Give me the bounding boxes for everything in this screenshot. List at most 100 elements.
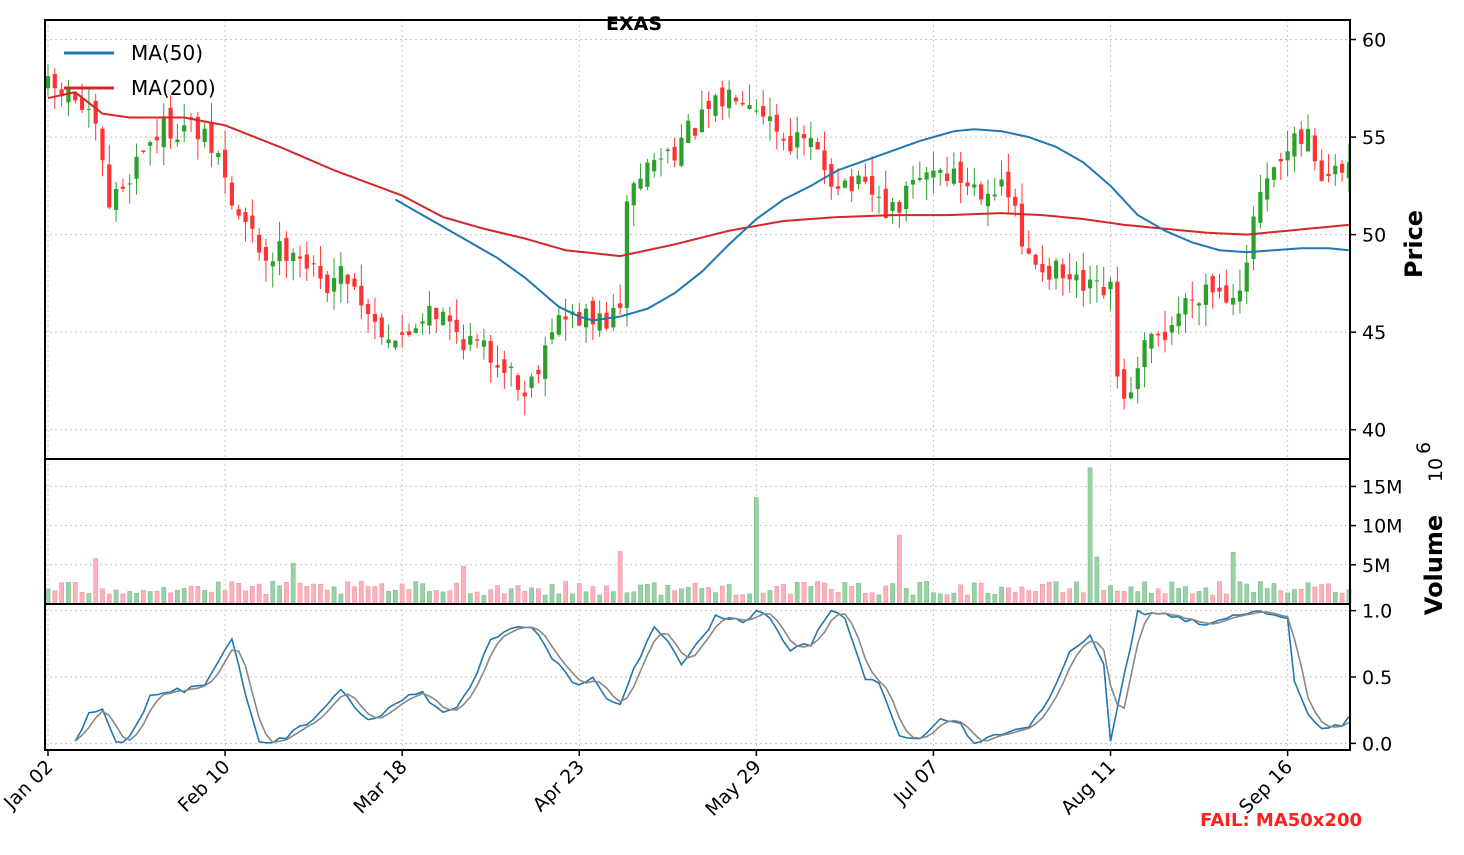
candle-body — [1149, 333, 1154, 349]
candle-body — [120, 186, 126, 189]
volume-bar — [243, 590, 248, 605]
volume-bar — [420, 583, 425, 605]
candle-body — [1203, 284, 1208, 305]
candle-body — [229, 182, 235, 206]
volume-bar — [692, 582, 698, 605]
candle-body — [209, 121, 214, 153]
volume-multiplier-exp: 6 — [1413, 442, 1435, 454]
volume-bar — [699, 588, 705, 605]
volume-ytick-label: 5M — [1362, 555, 1390, 577]
volume-bar — [1176, 587, 1181, 605]
candle-body — [549, 332, 555, 340]
candle-body — [815, 142, 820, 150]
candle-body — [277, 241, 282, 262]
volume-bar — [181, 588, 187, 605]
candle-body — [318, 265, 323, 279]
volume-bar — [1060, 592, 1066, 605]
volume-bar — [249, 586, 255, 605]
volume-bar — [617, 551, 623, 605]
candle-body — [352, 278, 357, 287]
candle-body — [400, 332, 405, 335]
candle-body — [45, 76, 51, 89]
volume-bar — [358, 581, 364, 605]
volume-bar — [747, 593, 752, 605]
ma50-line — [394, 128, 1350, 322]
volume-bar — [1128, 586, 1134, 605]
candle-body — [529, 376, 534, 388]
candle-body — [1156, 333, 1161, 336]
volume-bar — [583, 591, 589, 605]
volume-bar — [127, 591, 133, 605]
candle-body — [420, 321, 425, 324]
volume-bar — [1040, 583, 1045, 605]
candle-body — [291, 252, 296, 261]
candle-body — [665, 149, 670, 152]
volume-bar — [222, 590, 228, 605]
candle-body — [1135, 368, 1140, 390]
candle-body — [386, 339, 391, 344]
volume-bar — [767, 590, 773, 605]
chart-title: EXAS — [606, 13, 662, 35]
candle-body — [73, 92, 78, 101]
volume-bar — [467, 593, 473, 605]
candle-body — [1292, 133, 1297, 157]
candle-body — [679, 137, 684, 166]
candle-body — [938, 169, 943, 173]
candle-body — [1033, 254, 1038, 265]
candle-body — [1210, 276, 1215, 293]
volume-bar — [1101, 589, 1107, 605]
candle-body — [304, 254, 309, 269]
candle-body — [951, 168, 956, 184]
candle-body — [502, 359, 507, 373]
volume-bar — [570, 593, 575, 605]
stoch-ytick-label: 1.0 — [1362, 601, 1392, 623]
ma200-line — [47, 91, 1350, 258]
volume-bar — [876, 594, 882, 605]
volume-bar — [1264, 588, 1270, 605]
candle-body — [788, 135, 793, 152]
volume-bar — [106, 593, 112, 605]
volume-bar — [372, 586, 378, 605]
volume-bar — [801, 582, 807, 605]
candle-body — [658, 158, 664, 160]
volume-bar — [638, 584, 643, 605]
volume-bar — [1332, 591, 1338, 605]
candle-body — [474, 339, 480, 341]
volume-bar — [379, 583, 385, 605]
x-tick-label: Aug 11 — [1057, 756, 1120, 819]
volume-bar — [1292, 589, 1297, 605]
volume-bar — [66, 582, 71, 605]
volume-multiplier: 106 — [1413, 442, 1447, 482]
candle-body — [1271, 167, 1277, 180]
candle-body — [331, 278, 337, 292]
candle-body — [917, 177, 922, 180]
candle-body — [1196, 303, 1202, 306]
candle-body — [1087, 279, 1093, 289]
candle-body — [168, 107, 173, 139]
candle-body — [1339, 163, 1345, 173]
volume-bar — [406, 589, 412, 605]
volume-bar — [931, 592, 936, 605]
candle-body — [713, 95, 718, 116]
candle-body — [1299, 129, 1304, 144]
volume-bar — [651, 582, 657, 605]
volume-bar — [856, 583, 861, 605]
volume-bar — [427, 591, 432, 605]
volume-bar — [978, 582, 984, 605]
volume-bar — [161, 586, 167, 605]
volume-bar — [209, 591, 214, 605]
volume-bar — [324, 589, 330, 605]
volume-bar — [1087, 467, 1093, 605]
x-tick-label: Apr 23 — [529, 756, 589, 816]
candle-body — [1224, 285, 1229, 303]
volume-bar — [501, 593, 507, 605]
candle-body — [1115, 281, 1120, 377]
legend-label-ma50: MA(50) — [131, 41, 203, 65]
volume-bar — [236, 583, 242, 605]
volume-bar — [433, 590, 439, 605]
x-tick-label: Mar 18 — [349, 756, 411, 818]
candle-body — [161, 116, 166, 148]
candle-body — [134, 156, 139, 179]
volume-bar — [304, 586, 310, 605]
